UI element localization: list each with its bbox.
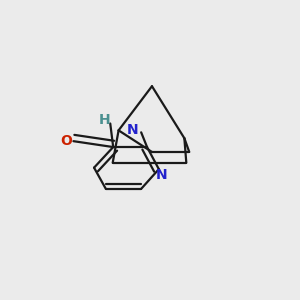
Text: O: O <box>60 134 72 148</box>
Text: N: N <box>156 168 168 182</box>
Text: H: H <box>98 113 110 127</box>
Text: N: N <box>127 123 138 137</box>
